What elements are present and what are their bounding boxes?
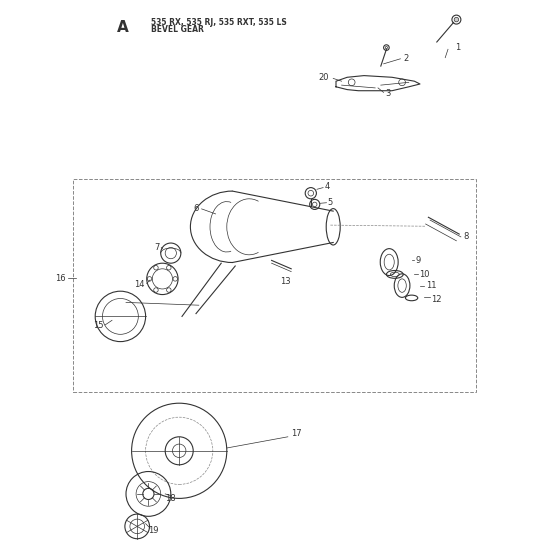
Text: 11: 11 [426, 281, 436, 290]
Text: 17: 17 [291, 430, 302, 438]
Text: 8: 8 [464, 232, 469, 241]
Text: 2: 2 [403, 54, 408, 63]
Text: 6: 6 [193, 204, 199, 213]
Text: 19: 19 [148, 526, 159, 535]
Text: 5: 5 [328, 198, 333, 207]
Text: 15: 15 [93, 321, 104, 330]
Text: A: A [118, 20, 129, 35]
Text: 9: 9 [416, 256, 421, 265]
Text: 14: 14 [134, 280, 144, 289]
Text: 13: 13 [281, 277, 291, 286]
Text: BEVEL GEAR: BEVEL GEAR [151, 25, 204, 34]
Text: 12: 12 [431, 295, 442, 304]
Circle shape [454, 17, 459, 22]
Text: 10: 10 [419, 270, 430, 279]
Text: 18: 18 [165, 494, 176, 503]
Text: 4: 4 [325, 182, 330, 191]
Text: 1: 1 [455, 43, 460, 52]
Text: 3: 3 [385, 89, 391, 98]
Text: 7: 7 [154, 243, 160, 252]
Text: 20: 20 [319, 73, 329, 82]
Bar [73, 179, 476, 392]
Text: 535 RX, 535 RJ, 535 RXT, 535 LS: 535 RX, 535 RJ, 535 RXT, 535 LS [151, 18, 287, 27]
Text: 16: 16 [55, 274, 66, 283]
